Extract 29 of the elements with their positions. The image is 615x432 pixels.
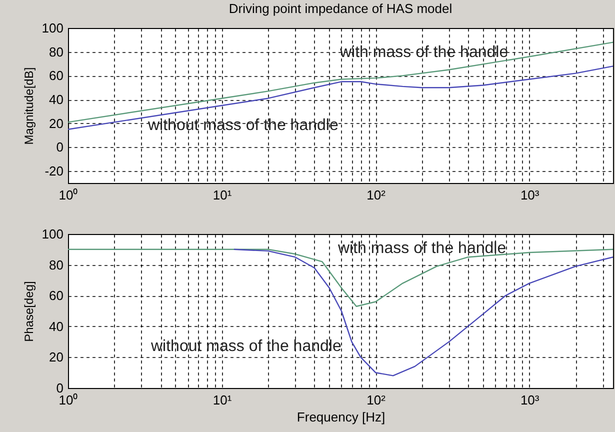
series-label: without mass of the handle [147,117,338,134]
x-tick-label: 10³ [520,392,540,408]
y-tick-label: 0 [56,140,64,155]
y-tick-label: -20 [44,164,64,179]
y-tick-label: 100 [42,20,64,36]
x-tick-label: 10⁰ [58,392,78,408]
x-axis-title: Frequency [Hz] [296,410,386,424]
y-tick-label: 60 [49,288,64,304]
y-tick-label: 0 [56,380,64,396]
series-label: with mass of the handle [337,240,506,257]
y-tick-label: 40 [49,92,64,108]
series-label: with mass of the handle [339,44,508,61]
x-tick-label: 10² [366,188,386,202]
y-tick-label: 20 [49,116,64,131]
y-tick-label: 80 [49,44,64,60]
y-tick-label: 60 [49,68,64,84]
x-tick-label: 10¹ [212,392,232,408]
x-tick-label: 10² [366,392,386,408]
x-tick-label: 10⁰ [58,188,78,202]
x-tick-label: 10³ [520,188,540,202]
series-label: without mass of the handle [150,338,342,355]
y-tick-label: 100 [42,226,64,242]
x-tick-label: 10¹ [212,188,232,202]
y-axis-title: Magnitude[dB] [22,67,36,145]
chart-title: Driving point impedance of HAS model [228,1,452,16]
y-tick-label: 80 [49,257,64,272]
y-tick-label: 40 [49,318,64,334]
y-axis-title: Phase[deg] [22,281,36,342]
y-tick-label: 20 [49,350,64,365]
